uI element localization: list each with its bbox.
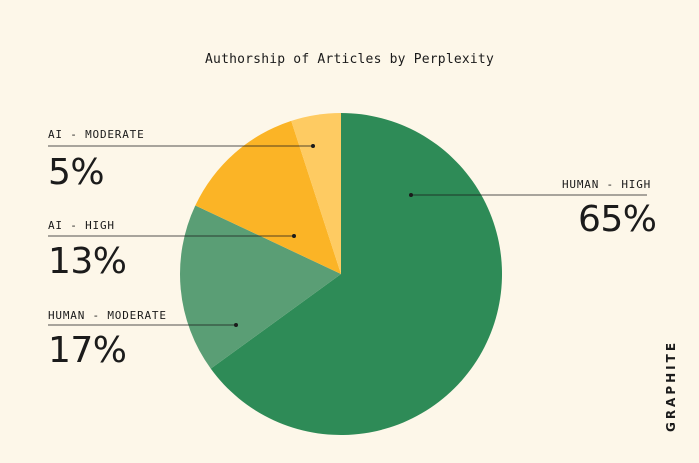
slice-human-high (210, 113, 503, 435)
leader-ai-high-dot (292, 234, 296, 238)
leader-ai-moderate-dot (311, 144, 315, 148)
value-ai-moderate: 5% (48, 152, 105, 193)
label-human-high: HUMAN - HIGH (562, 178, 652, 191)
brand-logo: GRAPHITE (664, 339, 678, 433)
value-human-moderate: 17% (48, 330, 127, 371)
leader-human-moderate-dot (234, 323, 238, 327)
slice-human-moderate (180, 205, 341, 369)
slice-ai-high (195, 120, 341, 274)
leader-human-high-dot (409, 193, 413, 197)
label-ai-high: AI - HIGH (48, 219, 115, 232)
value-human-high: 65% (578, 199, 657, 240)
value-ai-high: 13% (48, 241, 127, 282)
label-human-moderate: HUMAN - MODERATE (48, 309, 167, 322)
slice-ai-moderate (291, 113, 341, 274)
chart-title: Authorship of Articles by Perplexity (205, 52, 494, 67)
label-ai-moderate: AI - MODERATE (48, 128, 145, 141)
